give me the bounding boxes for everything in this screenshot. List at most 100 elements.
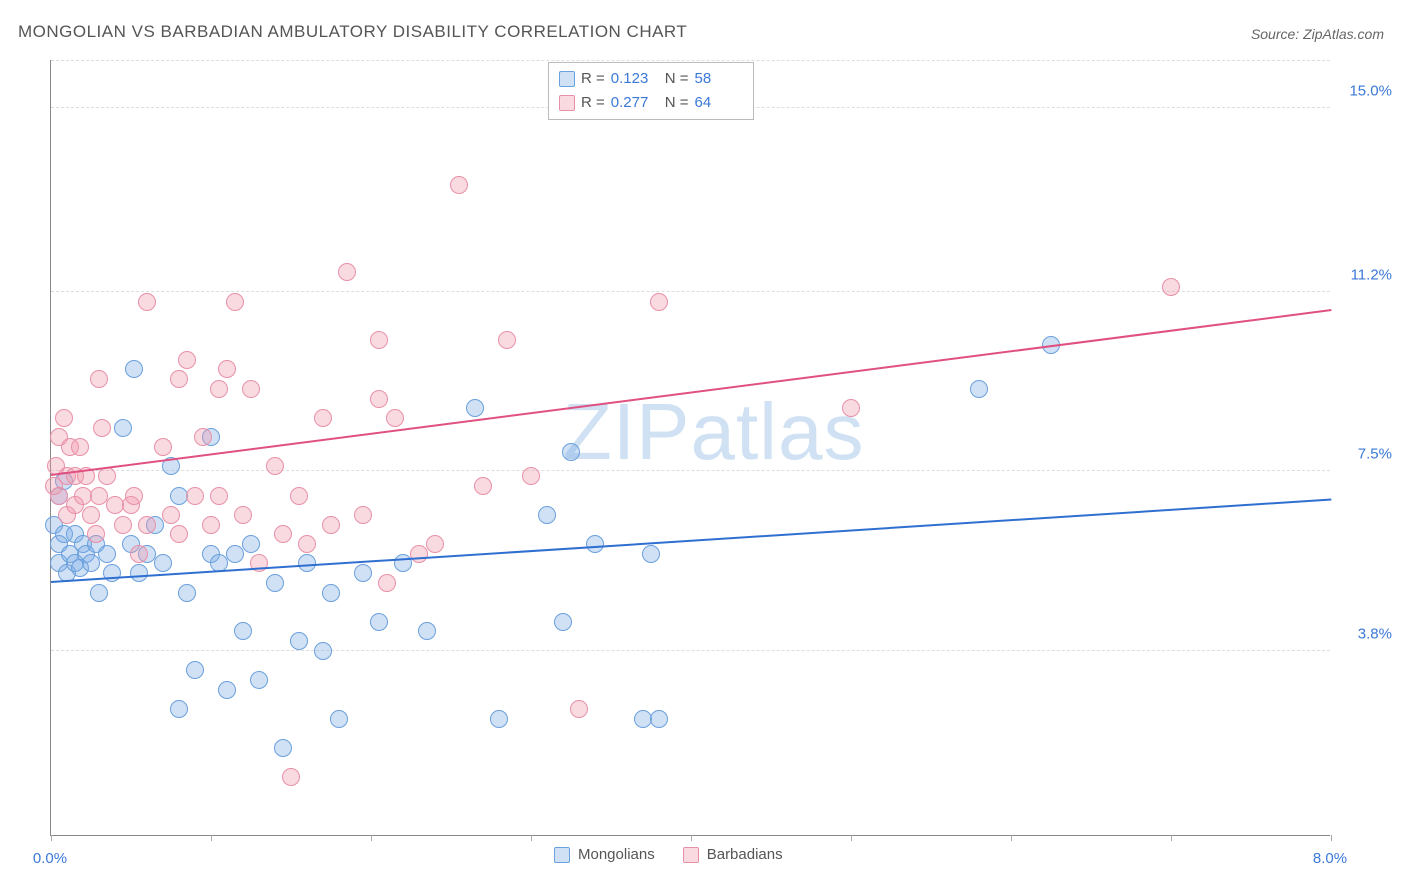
data-point bbox=[162, 506, 180, 524]
data-point bbox=[586, 535, 604, 553]
watermark: ZIPatlas bbox=[563, 386, 864, 478]
stat-n-label: N = bbox=[665, 67, 689, 91]
data-point bbox=[474, 477, 492, 495]
data-point bbox=[410, 545, 428, 563]
series-swatch bbox=[554, 847, 570, 863]
stats-box: R =0.123N =58R =0.277N =64 bbox=[548, 62, 754, 120]
data-point bbox=[114, 516, 132, 534]
x-tick bbox=[1171, 835, 1172, 841]
data-point bbox=[210, 380, 228, 398]
data-point bbox=[154, 438, 172, 456]
x-tick bbox=[51, 835, 52, 841]
data-point bbox=[314, 409, 332, 427]
data-point bbox=[154, 554, 172, 572]
data-point bbox=[370, 613, 388, 631]
data-point bbox=[554, 613, 572, 631]
data-point bbox=[98, 545, 116, 563]
gridline bbox=[51, 60, 1330, 61]
data-point bbox=[650, 293, 668, 311]
data-point bbox=[210, 487, 228, 505]
data-point bbox=[90, 370, 108, 388]
data-point bbox=[1162, 278, 1180, 296]
series-swatch bbox=[683, 847, 699, 863]
data-point bbox=[170, 370, 188, 388]
x-tick-label: 8.0% bbox=[1313, 850, 1347, 867]
data-point bbox=[90, 584, 108, 602]
y-tick-label: 7.5% bbox=[1336, 446, 1392, 463]
plot-area: ZIPatlas 3.8%7.5%11.2%15.0% bbox=[50, 60, 1330, 836]
stat-r-label: R = bbox=[581, 91, 605, 115]
data-point bbox=[386, 409, 404, 427]
data-point bbox=[274, 525, 292, 543]
x-tick bbox=[211, 835, 212, 841]
data-point bbox=[490, 710, 508, 728]
data-point bbox=[114, 419, 132, 437]
gridline bbox=[51, 470, 1330, 471]
series-swatch bbox=[559, 71, 575, 87]
data-point bbox=[842, 399, 860, 417]
data-point bbox=[234, 506, 252, 524]
x-tick bbox=[691, 835, 692, 841]
data-point bbox=[418, 622, 436, 640]
data-point bbox=[170, 700, 188, 718]
data-point bbox=[178, 584, 196, 602]
stat-n-label: N = bbox=[665, 91, 689, 115]
data-point bbox=[186, 487, 204, 505]
data-point bbox=[87, 525, 105, 543]
x-tick bbox=[1331, 835, 1332, 841]
data-point bbox=[282, 768, 300, 786]
data-point bbox=[650, 710, 668, 728]
legend-item: Barbadians bbox=[683, 846, 783, 863]
x-tick bbox=[851, 835, 852, 841]
data-point bbox=[82, 554, 100, 572]
data-point bbox=[274, 739, 292, 757]
data-point bbox=[290, 487, 308, 505]
x-tick bbox=[371, 835, 372, 841]
data-point bbox=[170, 525, 188, 543]
data-point bbox=[322, 516, 340, 534]
data-point bbox=[498, 331, 516, 349]
data-point bbox=[50, 487, 68, 505]
data-point bbox=[202, 516, 220, 534]
data-point bbox=[522, 467, 540, 485]
data-point bbox=[226, 293, 244, 311]
data-point bbox=[466, 399, 484, 417]
data-point bbox=[55, 409, 73, 427]
data-point bbox=[242, 380, 260, 398]
data-point bbox=[93, 419, 111, 437]
data-point bbox=[194, 428, 212, 446]
gridline bbox=[51, 650, 1330, 651]
data-point bbox=[562, 443, 580, 461]
data-point bbox=[71, 438, 89, 456]
source-attribution: Source: ZipAtlas.com bbox=[1251, 26, 1384, 42]
data-point bbox=[290, 632, 308, 650]
data-point bbox=[378, 574, 396, 592]
stat-r-label: R = bbox=[581, 67, 605, 91]
legend-label: Barbadians bbox=[707, 846, 783, 863]
data-point bbox=[266, 574, 284, 592]
data-point bbox=[370, 331, 388, 349]
data-point bbox=[250, 671, 268, 689]
stat-n-value: 64 bbox=[695, 91, 743, 115]
data-point bbox=[338, 263, 356, 281]
data-point bbox=[186, 661, 204, 679]
stats-row: R =0.123N =58 bbox=[559, 67, 743, 91]
data-point bbox=[234, 622, 252, 640]
legend-item: Mongolians bbox=[554, 846, 655, 863]
chart-container: MONGOLIAN VS BARBADIAN AMBULATORY DISABI… bbox=[0, 0, 1406, 892]
data-point bbox=[138, 516, 156, 534]
stat-n-value: 58 bbox=[695, 67, 743, 91]
data-point bbox=[138, 293, 156, 311]
data-point bbox=[226, 545, 244, 563]
data-point bbox=[178, 351, 196, 369]
data-point bbox=[354, 564, 372, 582]
data-point bbox=[970, 380, 988, 398]
data-point bbox=[354, 506, 372, 524]
data-point bbox=[370, 390, 388, 408]
x-tick-label: 0.0% bbox=[33, 850, 67, 867]
data-point bbox=[426, 535, 444, 553]
data-point bbox=[322, 584, 340, 602]
data-point bbox=[130, 545, 148, 563]
data-point bbox=[330, 710, 348, 728]
x-tick bbox=[531, 835, 532, 841]
